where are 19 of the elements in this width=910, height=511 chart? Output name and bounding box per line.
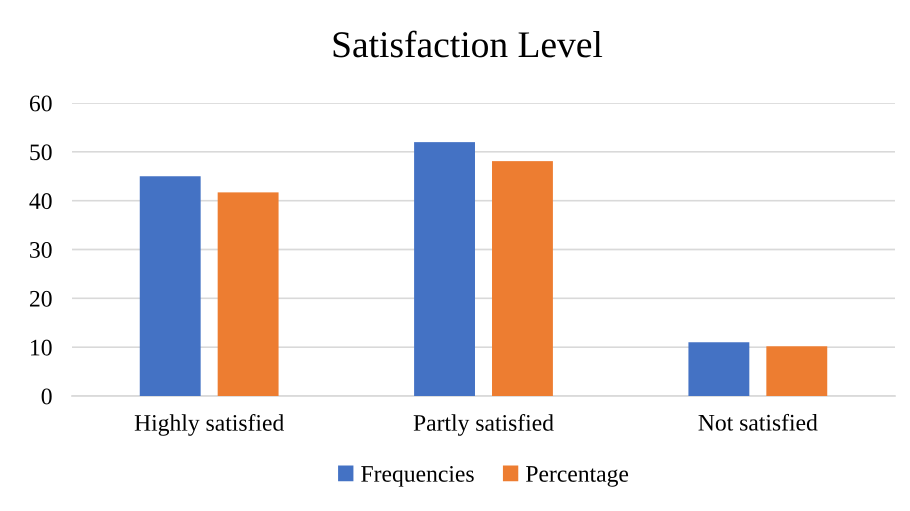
bar [766, 346, 828, 396]
y-tick-label: 50 [30, 144, 52, 160]
y-tick-label: 20 [30, 290, 52, 307]
x-tick-label: Highly satisfied [134, 414, 284, 436]
x-tick-label: Not satisfied [698, 414, 818, 431]
bar [688, 342, 750, 396]
chart-title: Satisfaction Level [334, 30, 602, 58]
bar [140, 176, 201, 396]
y-tick-label: 30 [30, 242, 52, 258]
bar [218, 192, 279, 396]
y-tick-label: 60 [30, 95, 52, 112]
y-tick-label: 10 [31, 340, 52, 356]
x-tick-label: Partly satisfied [414, 414, 554, 436]
bar [492, 161, 553, 396]
bar [414, 142, 475, 396]
legend-label: Percentage [526, 466, 628, 487]
legend-label: Frequencies [361, 466, 474, 487]
y-tick-label: 40 [29, 193, 52, 210]
y-tick-label: 0 [42, 388, 52, 404]
